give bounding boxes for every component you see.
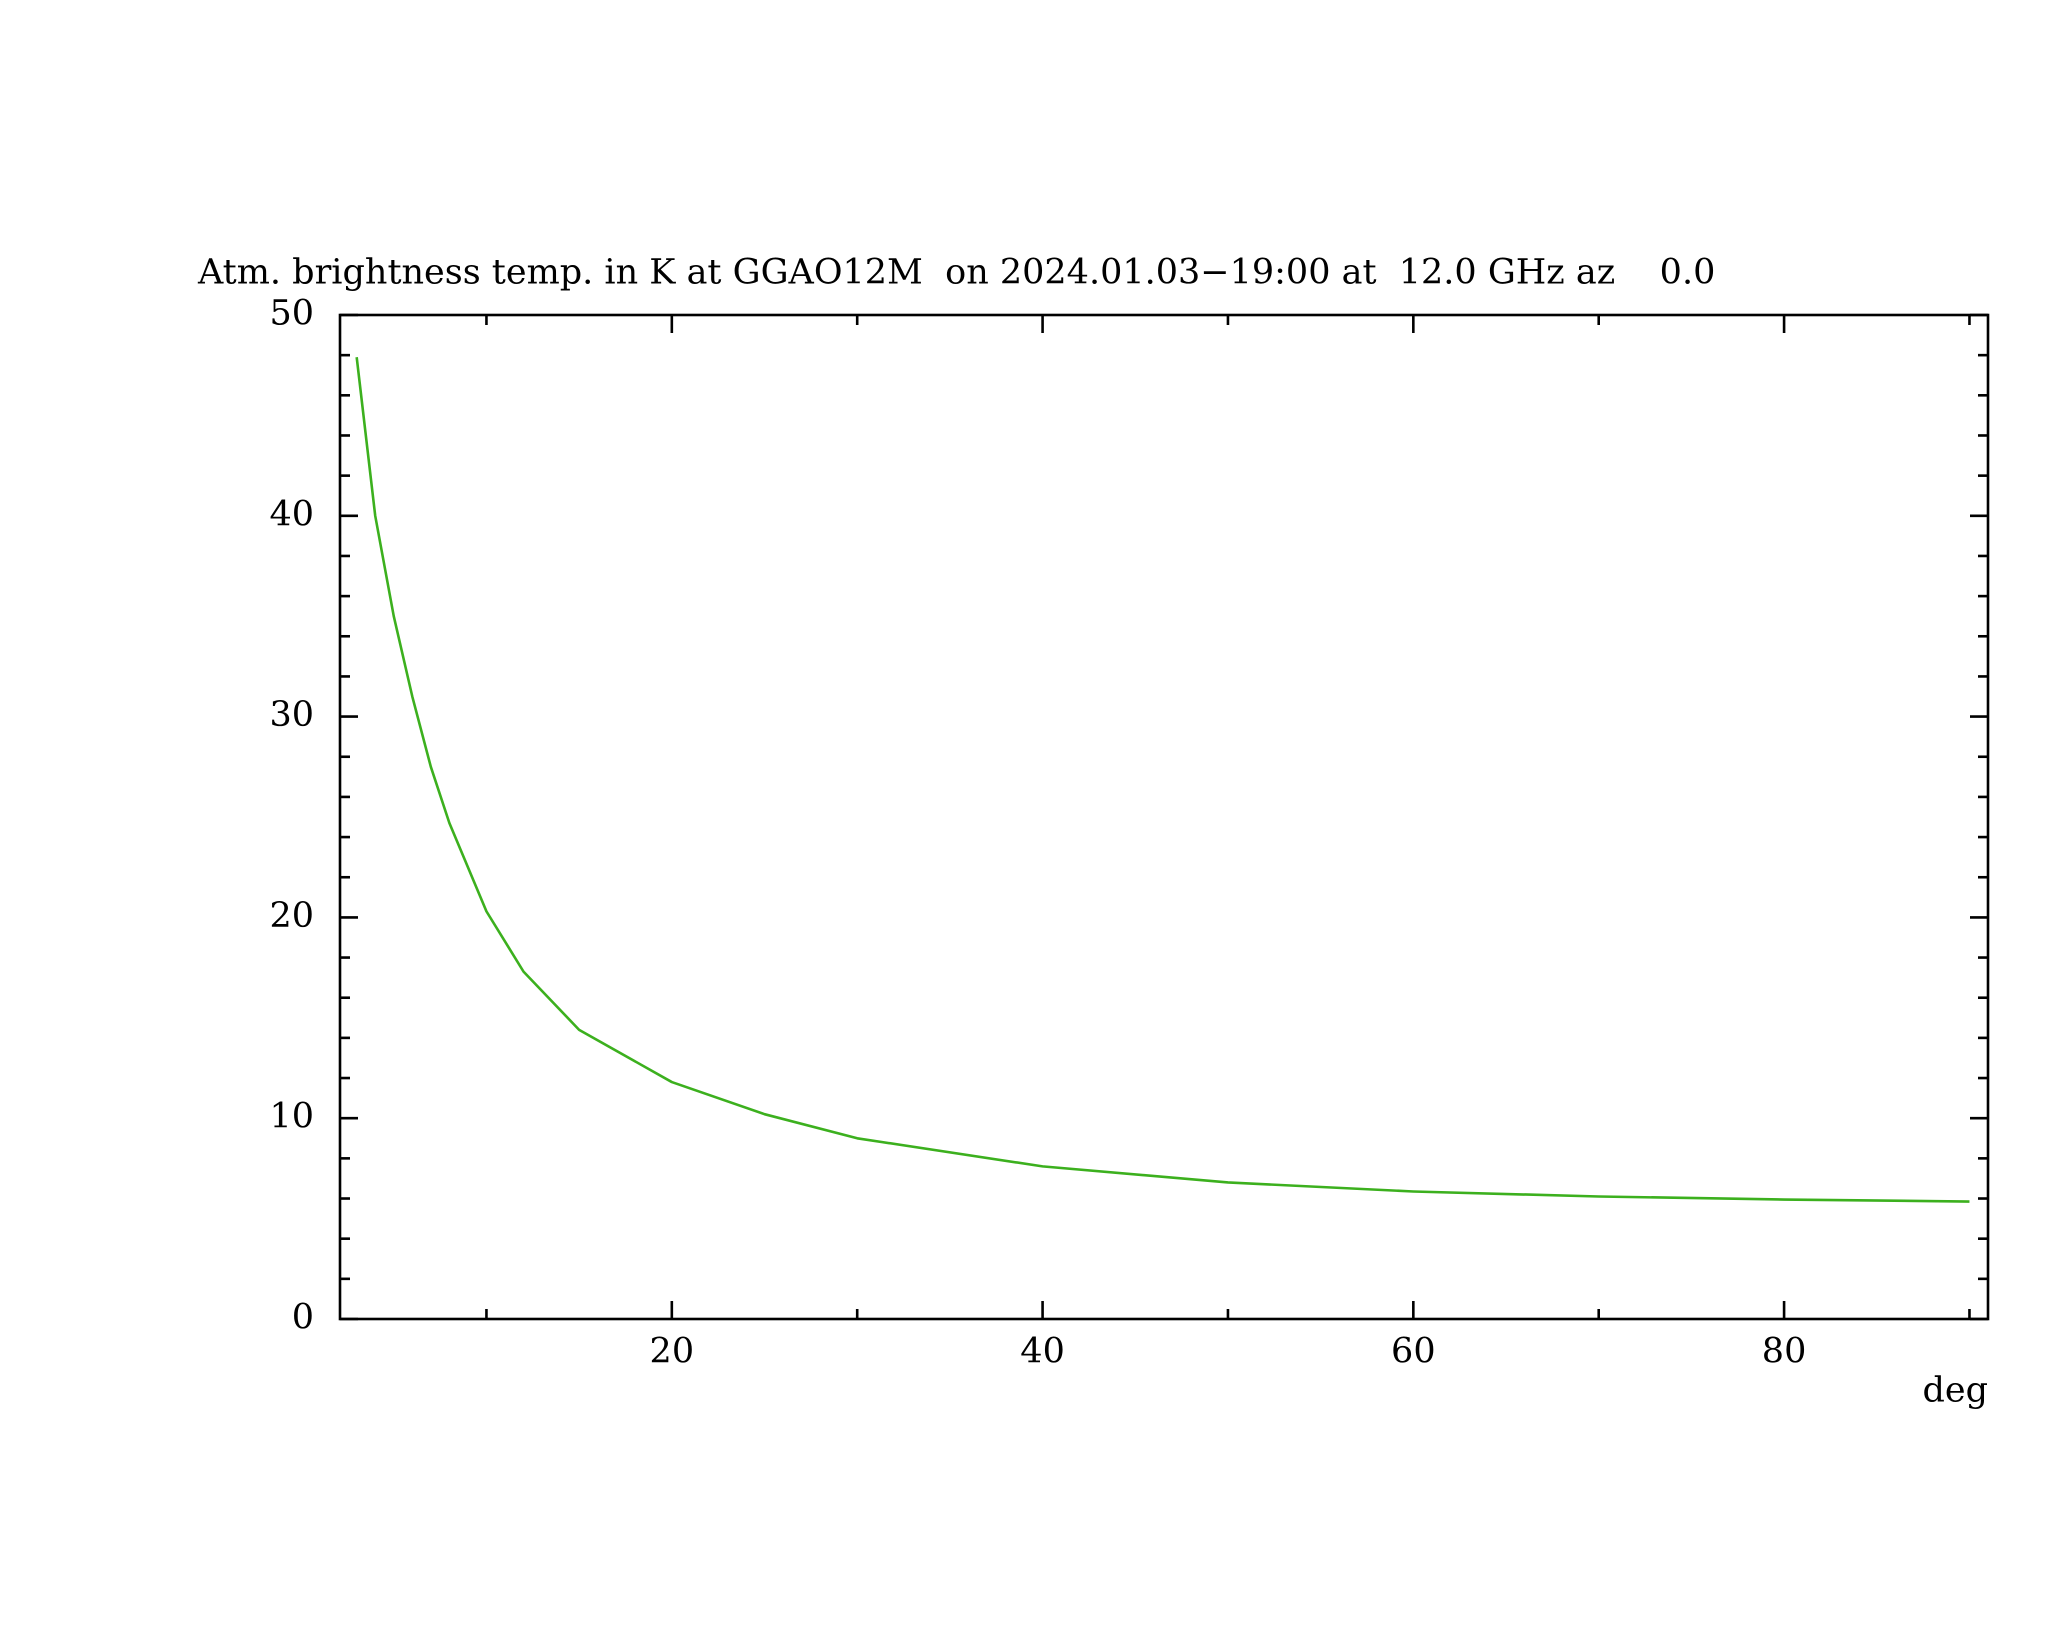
plot-frame — [338, 313, 1990, 1321]
y-tick-label: 20 — [269, 896, 314, 936]
y-tick-label: 30 — [269, 695, 314, 735]
x-tick-label: 40 — [1020, 1332, 1065, 1372]
x-tick-label: 80 — [1762, 1332, 1807, 1372]
y-tick-label: 50 — [269, 294, 314, 334]
y-tick-label: 0 — [292, 1298, 314, 1338]
x-tick-label: 20 — [650, 1332, 695, 1372]
chart-title: Atm. brightness temp. in K at GGAO12M on… — [197, 253, 1715, 293]
y-tick-label: 40 — [269, 494, 314, 534]
x-tick-label: 60 — [1391, 1332, 1436, 1372]
x-axis-label: deg — [1922, 1371, 1988, 1411]
line-series — [355, 357, 1970, 1203]
y-tick-label: 10 — [269, 1097, 314, 1137]
